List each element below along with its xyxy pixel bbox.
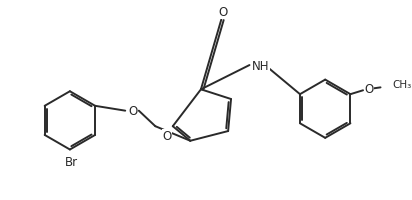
Text: CH₃: CH₃ [392, 80, 412, 90]
Text: Br: Br [65, 155, 78, 168]
Text: O: O [364, 82, 374, 95]
Text: O: O [162, 130, 171, 143]
Text: O: O [129, 105, 138, 118]
Text: O: O [219, 6, 228, 19]
Text: NH: NH [251, 59, 269, 72]
